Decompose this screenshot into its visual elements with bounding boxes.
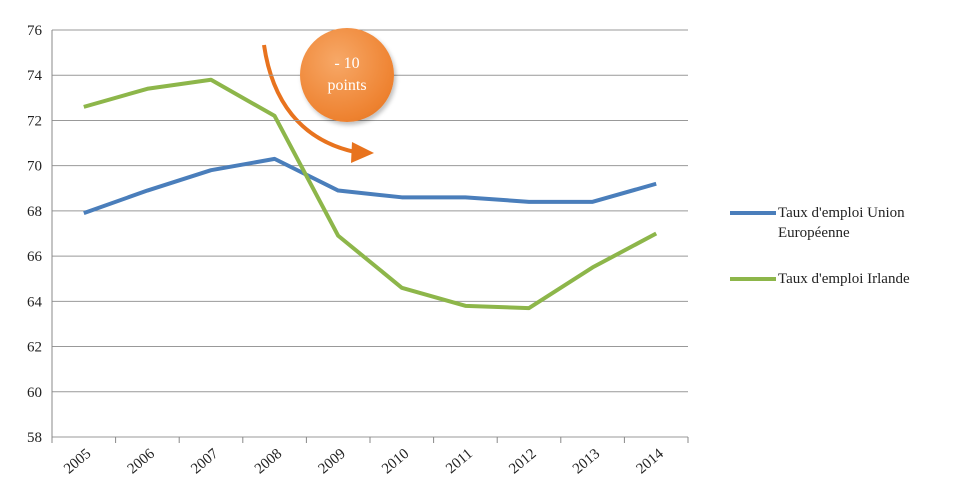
y-tick-label: 76 — [27, 23, 43, 39]
annotation-arrowhead — [351, 142, 374, 163]
y-tick-label: 74 — [27, 68, 43, 84]
legend-swatch — [730, 211, 776, 215]
annotation-text: - 10 points — [327, 55, 367, 94]
x-tick-label: 2012 — [506, 446, 539, 478]
legend-item: Taux d'emploi Union Européenne — [730, 203, 938, 243]
series-line — [83, 77, 658, 311]
y-tick-label: 72 — [27, 113, 42, 129]
x-tick-label: 2014 — [634, 445, 668, 477]
legend-swatch — [730, 277, 776, 281]
y-tick-label: 64 — [27, 294, 43, 310]
x-tick-label: 2009 — [316, 446, 349, 478]
y-tick-label: 70 — [27, 159, 42, 175]
legend-label: Taux d'emploi Irlande — [778, 271, 910, 287]
x-tick-label: 2006 — [125, 445, 159, 477]
y-tick-label: 58 — [27, 430, 42, 446]
y-tick-label: 66 — [27, 249, 43, 265]
x-tick-label: 2013 — [570, 446, 603, 478]
y-tick-label: 60 — [27, 385, 42, 401]
y-tick-label: 62 — [27, 340, 42, 356]
x-tick-label: 2005 — [61, 446, 94, 478]
annotation-bubble: - 10 points — [300, 28, 394, 122]
legend-label: Taux d'emploi Union Européenne — [778, 205, 905, 241]
annotation-arrow — [262, 44, 356, 154]
x-tick-label: 2011 — [443, 446, 476, 477]
legend-item: Taux d'emploi Irlande — [730, 269, 938, 289]
x-tick-label: 2010 — [379, 446, 412, 478]
y-tick-label: 68 — [27, 204, 42, 220]
series-line — [83, 156, 657, 216]
x-tick-label: 2008 — [252, 446, 285, 478]
x-tick-label: 2007 — [188, 445, 222, 477]
